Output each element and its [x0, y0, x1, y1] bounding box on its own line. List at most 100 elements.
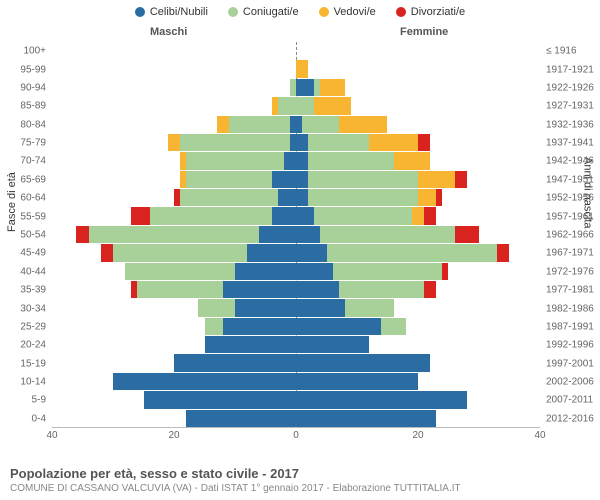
birth-label: 1952-1956 [546, 193, 594, 204]
birth-label: 2012-2016 [546, 413, 594, 424]
pyramid-row [52, 42, 540, 60]
birth-label: 1957-1961 [546, 211, 594, 222]
bar-segment-male [174, 189, 180, 206]
birth-label: 1942-1946 [546, 156, 594, 167]
pyramid-row [52, 281, 540, 299]
legend-dot [228, 7, 238, 17]
bar-segment-male [186, 152, 284, 169]
bar-segment-female [296, 79, 314, 96]
bar-segment-female [296, 354, 430, 371]
birth-label: 2002-2006 [546, 377, 594, 388]
age-label: 70-74 [20, 156, 46, 167]
pyramid-row [52, 318, 540, 336]
pyramid-row [52, 134, 540, 152]
bar-segment-male [131, 281, 137, 298]
bar-segment-female [302, 116, 339, 133]
bar-segment-male [180, 171, 186, 188]
bar-segment-male [278, 189, 296, 206]
bar-segment-female [394, 152, 431, 169]
bar-segment-male [223, 318, 296, 335]
bar-segment-female [296, 207, 314, 224]
bar-segment-female [296, 410, 436, 427]
legend-dot [396, 7, 406, 17]
bar-segment-male [144, 391, 297, 408]
bar-segment-male [205, 318, 223, 335]
bar-segment-female [320, 226, 454, 243]
age-label: 55-59 [20, 211, 46, 222]
bar-segment-female [418, 189, 436, 206]
bar-segment-male [235, 263, 296, 280]
bar-segment-female [333, 263, 443, 280]
bar-segment-female [308, 171, 418, 188]
age-label: 20-24 [20, 340, 46, 351]
x-axis: 402002040 [52, 430, 540, 444]
bar-segment-male [89, 226, 260, 243]
chart-title: Popolazione per età, sesso e stato civil… [10, 466, 590, 481]
x-tick: 40 [46, 430, 57, 441]
pyramid-row [52, 226, 540, 244]
bar-segment-female [497, 244, 509, 261]
bar-segment-female [296, 336, 369, 353]
bar-segment-female [296, 226, 320, 243]
bar-segment-male [174, 354, 296, 371]
bar-segment-male [137, 281, 222, 298]
bar-segment-female [296, 134, 308, 151]
pyramid-row [52, 152, 540, 170]
bar-segment-female [314, 207, 412, 224]
bar-segment-female [418, 134, 430, 151]
bar-segment-female [339, 281, 424, 298]
bar-segment-male [180, 134, 290, 151]
bar-segment-male [229, 116, 290, 133]
bar-segment-male [101, 244, 113, 261]
birth-label: 1917-1921 [546, 64, 594, 75]
bar-segment-female [308, 152, 393, 169]
bar-segment-female [436, 189, 442, 206]
age-label: 100+ [23, 46, 46, 57]
bar-segment-female [345, 299, 394, 316]
header-male: Maschi [150, 26, 187, 38]
age-label: 95-99 [20, 64, 46, 75]
birth-label: ≤ 1916 [546, 46, 577, 57]
age-label: 65-69 [20, 174, 46, 185]
birth-label: 1947-1951 [546, 174, 594, 185]
age-label: 85-89 [20, 101, 46, 112]
bar-segment-male [131, 207, 149, 224]
legend-item: Divorziati/e [396, 6, 465, 18]
legend-item: Vedovi/e [319, 6, 376, 18]
bar-segment-male [284, 152, 296, 169]
legend-label: Coniugati/e [243, 6, 299, 18]
y-axis-left: 0-45-910-1415-1920-2425-2930-3435-3940-4… [0, 42, 50, 428]
bar-segment-female [442, 263, 448, 280]
bar-segment-female [339, 116, 388, 133]
age-label: 25-29 [20, 321, 46, 332]
age-label: 45-49 [20, 248, 46, 259]
chart-subtitle: COMUNE DI CASSANO VALCUVIA (VA) - Dati I… [10, 483, 590, 494]
age-label: 10-14 [20, 377, 46, 388]
bar-segment-female [424, 207, 436, 224]
bar-segment-male [272, 97, 278, 114]
pyramid-row [52, 79, 540, 97]
bar-segment-female [308, 189, 418, 206]
legend-dot [319, 7, 329, 17]
bar-segment-male [223, 281, 296, 298]
age-label: 35-39 [20, 285, 46, 296]
birth-label: 1977-1981 [546, 285, 594, 296]
bar-segment-female [296, 318, 381, 335]
pyramid-row [52, 336, 540, 354]
bar-segment-male [205, 336, 297, 353]
pyramid-row [52, 299, 540, 317]
bar-segment-female [381, 318, 405, 335]
bar-segment-female [455, 171, 467, 188]
x-tick: 20 [412, 430, 423, 441]
bar-segment-female [369, 134, 418, 151]
bar-segment-male [272, 171, 296, 188]
bar-segment-male [113, 244, 247, 261]
bar-segment-male [125, 263, 235, 280]
bar-segment-male [186, 410, 296, 427]
bar-segment-male [168, 134, 180, 151]
legend: Celibi/NubiliConiugati/eVedovi/eDivorzia… [0, 0, 600, 20]
birth-label: 1982-1986 [546, 303, 594, 314]
pyramid-row [52, 116, 540, 134]
bar-segment-male [180, 152, 186, 169]
birth-label: 1992-1996 [546, 340, 594, 351]
